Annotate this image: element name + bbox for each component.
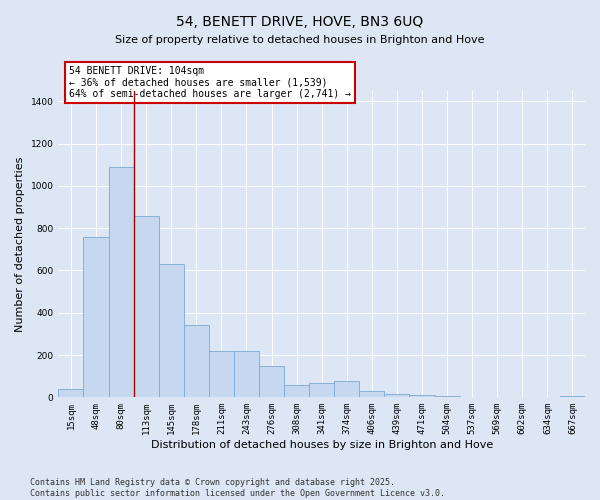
Y-axis label: Number of detached properties: Number of detached properties (15, 156, 25, 332)
Bar (134, 216, 159, 398)
Bar (284, 384, 309, 398)
Bar (58, 390, 83, 398)
X-axis label: Distribution of detached houses by size in Brighton and Hove: Distribution of detached houses by size … (151, 440, 493, 450)
Bar (159, 264, 184, 398)
Bar (409, 395, 434, 398)
Bar (560, 396, 585, 398)
Bar (83, 236, 109, 398)
Bar (184, 326, 209, 398)
Bar (259, 366, 284, 398)
Bar (234, 351, 259, 398)
Text: Contains HM Land Registry data © Crown copyright and database right 2025.
Contai: Contains HM Land Registry data © Crown c… (30, 478, 445, 498)
Bar (334, 382, 359, 398)
Bar (109, 167, 134, 398)
Text: 54, BENETT DRIVE, HOVE, BN3 6UQ: 54, BENETT DRIVE, HOVE, BN3 6UQ (176, 15, 424, 29)
Bar (385, 394, 409, 398)
Bar (209, 351, 234, 398)
Text: Size of property relative to detached houses in Brighton and Hove: Size of property relative to detached ho… (115, 35, 485, 45)
Bar (359, 391, 385, 398)
Bar (434, 396, 460, 398)
Bar (309, 382, 334, 398)
Text: 54 BENETT DRIVE: 104sqm
← 36% of detached houses are smaller (1,539)
64% of semi: 54 BENETT DRIVE: 104sqm ← 36% of detache… (69, 66, 351, 100)
